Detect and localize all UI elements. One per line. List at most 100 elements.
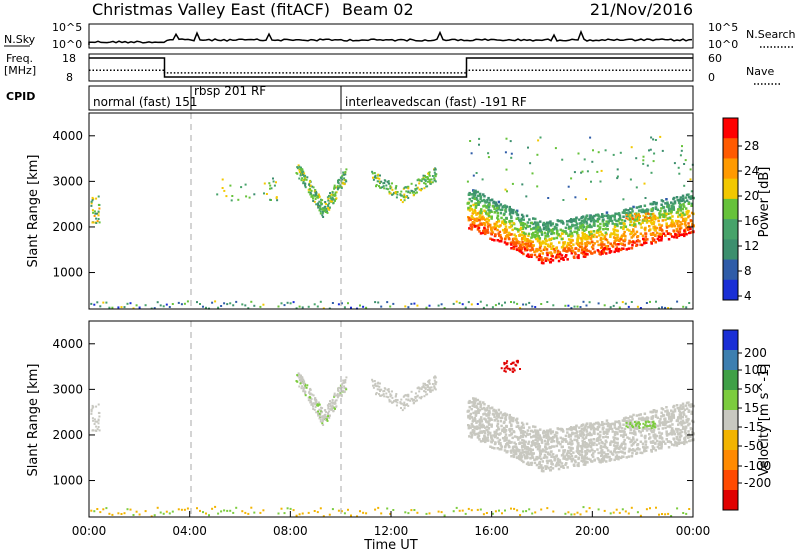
velocity-cell-1313 xyxy=(540,457,543,461)
power-cell-2126 xyxy=(550,242,553,245)
power-cell-138 xyxy=(347,302,349,305)
velocity-cell-3477 xyxy=(519,457,522,460)
power-cell-778 xyxy=(333,186,336,189)
velocity-cell-3801 xyxy=(677,407,681,410)
velocity-cell-4352 xyxy=(516,359,519,362)
velocity-cell-3393 xyxy=(685,434,688,438)
power-cell-170 xyxy=(416,304,419,307)
velocity-cell-47 xyxy=(168,512,171,515)
power-cell-3478 xyxy=(576,256,579,259)
velocity-cell-197 xyxy=(476,508,479,511)
velocity-cell-4157 xyxy=(625,425,628,428)
power-cell-3528 xyxy=(612,228,615,231)
power-colorbar-tick-label-2: 20 xyxy=(744,189,759,203)
velocity-cell-4081 xyxy=(575,424,578,427)
velocity-cell-2815 xyxy=(574,428,578,431)
velocity-cell-759 xyxy=(324,413,327,416)
power-cell-3878 xyxy=(483,226,486,230)
power-cell-2822 xyxy=(650,209,653,213)
velocity-cell-2733 xyxy=(499,447,502,451)
power-cell-3234 xyxy=(632,235,635,238)
power-cell-120 xyxy=(313,303,316,306)
power-cell-3266 xyxy=(658,216,662,219)
power-cell-398 xyxy=(338,186,341,189)
velocity-cell-2671 xyxy=(474,410,477,413)
power-cell-3852 xyxy=(688,231,691,235)
power-cell-1888 xyxy=(583,229,586,233)
power-cell-4140 xyxy=(560,237,564,241)
velocity-cell-239 xyxy=(564,512,567,515)
power-cell-2226 xyxy=(509,211,512,214)
power-cell-1416 xyxy=(544,259,548,262)
velocity-cell-4185 xyxy=(652,420,655,423)
power-cell-4286 xyxy=(521,183,524,186)
velocity-cell-845 xyxy=(414,396,417,398)
velocity-cell-589 xyxy=(322,418,324,421)
power-cell-4262 xyxy=(597,151,600,154)
velocity-cell-2015 xyxy=(613,433,617,436)
velocity-cell-3921 xyxy=(549,432,553,435)
power-cell-1624 xyxy=(602,228,605,231)
velocity-cell-1025 xyxy=(400,407,402,409)
power-cell-4296 xyxy=(487,152,490,155)
velocity-cell-3275 xyxy=(638,448,641,451)
velocity-cell-1231 xyxy=(473,416,476,420)
power-cell-4254 xyxy=(677,166,680,169)
power-cell-3886 xyxy=(652,202,655,206)
power-cell-4208 xyxy=(647,212,650,215)
velocity-cell-2151 xyxy=(680,420,683,424)
power-cell-266 xyxy=(618,306,621,309)
power-cell-3764 xyxy=(666,204,670,207)
velocity-ytick-label-4000: 4000 xyxy=(52,337,83,351)
power-cell-2996 xyxy=(489,209,492,212)
power-cell-1828 xyxy=(549,258,553,261)
velocity-cell-3267 xyxy=(658,424,662,427)
power-cell-3644 xyxy=(487,205,491,208)
velocity-cell-3381 xyxy=(555,463,558,466)
velocity-cell-4073 xyxy=(515,435,519,439)
velocity-cell-3645 xyxy=(487,413,491,416)
velocity-cell-1827 xyxy=(605,460,608,463)
velocity-cell-3547 xyxy=(675,436,678,439)
power-cell-896 xyxy=(434,180,437,183)
power-cell-98 xyxy=(262,303,265,306)
power-cell-2724 xyxy=(569,230,572,233)
power-cell-1844 xyxy=(589,250,592,253)
velocity-cell-491 xyxy=(324,419,327,421)
power-cell-3278 xyxy=(552,232,556,235)
velocity-cell-1895 xyxy=(482,413,485,416)
velocity-cell-2985 xyxy=(521,451,524,454)
power-cell-1080 xyxy=(399,193,402,196)
velocity-cell-3237 xyxy=(495,412,498,415)
velocity-cell-2837 xyxy=(603,451,606,454)
power-cell-124 xyxy=(319,300,322,303)
power-cells xyxy=(90,135,695,310)
velocity-cell-2793 xyxy=(485,420,488,423)
power-cell-3334 xyxy=(690,211,694,215)
power-cell-964 xyxy=(433,178,436,181)
power-cell-2750 xyxy=(677,219,680,223)
power-cell-3096 xyxy=(510,247,513,250)
power-cell-282 xyxy=(649,300,651,303)
velocity-cell-867 xyxy=(395,404,398,407)
power-cell-3914 xyxy=(474,205,478,208)
velocity-cell-2935 xyxy=(530,435,533,439)
power-cell-3622 xyxy=(523,242,526,246)
velocity-cell-2135 xyxy=(687,435,690,438)
velocity-cell-3975 xyxy=(537,443,541,446)
velocity-cell-339 xyxy=(95,430,98,432)
power-cell-4216 xyxy=(653,218,656,221)
velocity-cell-865 xyxy=(414,392,417,395)
velocity-cell-81 xyxy=(229,509,232,512)
velocity-cell-3817 xyxy=(483,431,487,435)
velocity-cell-2003 xyxy=(530,463,533,466)
velocity-cell-3443 xyxy=(537,466,541,470)
power-cell-180 xyxy=(443,307,446,310)
velocity-cell-3891 xyxy=(481,425,485,429)
velocity-cell-3019 xyxy=(487,422,491,425)
velocity-cell-2153 xyxy=(523,453,526,457)
velocity-cell-4133 xyxy=(617,420,621,423)
velocity-cell-2909 xyxy=(531,454,534,457)
power-cell-1120 xyxy=(394,187,397,190)
velocity-cell-4173 xyxy=(642,426,645,429)
